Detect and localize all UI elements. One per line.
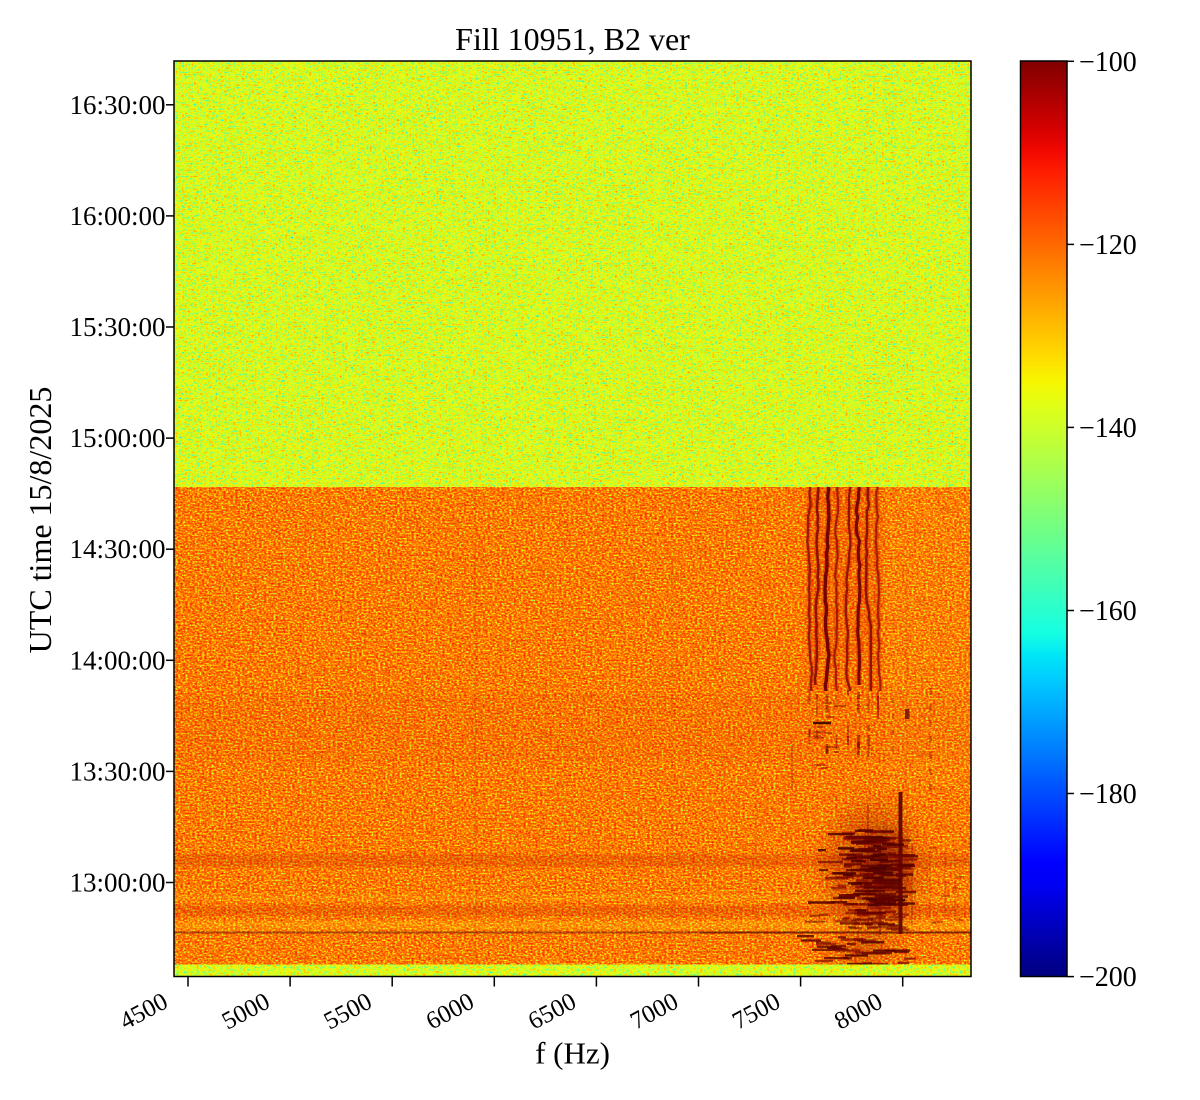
svg-text:4500: 4500 bbox=[115, 988, 172, 1035]
svg-text:−120: −120 bbox=[1079, 230, 1137, 261]
svg-text:13:30:00: 13:30:00 bbox=[69, 756, 165, 786]
svg-text:7000: 7000 bbox=[626, 988, 683, 1035]
svg-text:16:00:00: 16:00:00 bbox=[69, 201, 165, 231]
svg-text:14:00:00: 14:00:00 bbox=[69, 645, 165, 675]
svg-text:15:30:00: 15:30:00 bbox=[69, 312, 165, 342]
svg-text:13:00:00: 13:00:00 bbox=[69, 868, 165, 898]
svg-text:−160: −160 bbox=[1079, 596, 1137, 627]
svg-text:UTC time 15/8/2025: UTC time 15/8/2025 bbox=[22, 387, 58, 654]
svg-text:6000: 6000 bbox=[422, 988, 479, 1035]
svg-text:15:00:00: 15:00:00 bbox=[69, 423, 165, 453]
svg-text:f (Hz): f (Hz) bbox=[535, 1036, 610, 1071]
svg-text:6500: 6500 bbox=[524, 988, 581, 1035]
svg-text:Fill 10951, B2 ver: Fill 10951, B2 ver bbox=[455, 21, 690, 57]
svg-text:5500: 5500 bbox=[320, 988, 377, 1035]
svg-text:−180: −180 bbox=[1079, 779, 1137, 810]
svg-text:−100: −100 bbox=[1079, 47, 1137, 78]
svg-text:8000: 8000 bbox=[830, 988, 887, 1035]
svg-text:−140: −140 bbox=[1079, 413, 1137, 444]
svg-text:14:30:00: 14:30:00 bbox=[69, 534, 165, 564]
svg-text:16:30:00: 16:30:00 bbox=[69, 90, 165, 120]
svg-text:5000: 5000 bbox=[218, 988, 275, 1035]
svg-text:7500: 7500 bbox=[728, 988, 785, 1035]
svg-text:−200: −200 bbox=[1079, 962, 1137, 993]
